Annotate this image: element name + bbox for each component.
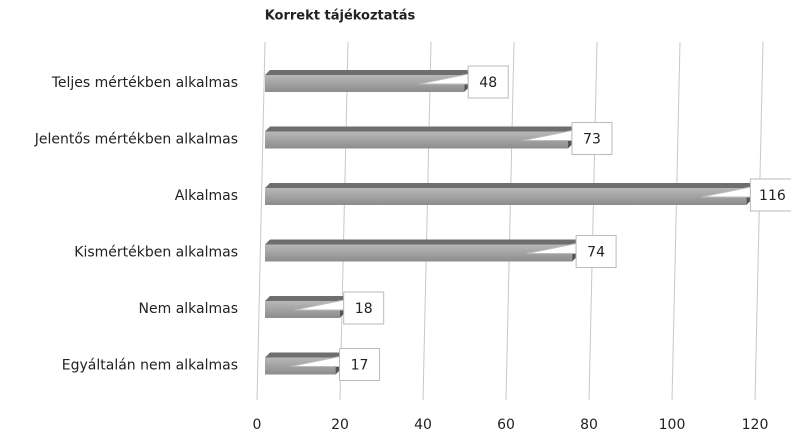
- grid-line: [256, 41, 266, 401]
- chart-title: Korrekt tájékoztatás: [265, 9, 416, 24]
- x-tick-label: 80: [580, 417, 598, 433]
- bar-top: [265, 352, 341, 358]
- bar: [265, 188, 747, 205]
- x-tick-label: 120: [742, 417, 769, 433]
- y-tick-label: Nem alkalmas: [139, 301, 238, 317]
- value-label-box: [339, 348, 381, 381]
- y-tick-label: Jelentős mértékben alkalmas: [34, 132, 238, 148]
- grid-line: [422, 41, 432, 401]
- value-label-box: [571, 122, 613, 155]
- grid-line: [754, 41, 764, 401]
- value-label: 73: [583, 132, 601, 148]
- x-tick-label: 20: [331, 417, 349, 433]
- value-label-box: [467, 65, 509, 99]
- bar: [265, 75, 465, 92]
- y-tick-label: Teljes mértékben alkalmas: [51, 75, 238, 91]
- bar-top: [265, 296, 345, 301]
- grid-line: [588, 41, 598, 401]
- value-label-box: [343, 291, 385, 325]
- value-label-box: [575, 235, 617, 268]
- grid-line: [339, 41, 349, 401]
- bar-top: [265, 183, 752, 188]
- grid-line: [671, 41, 681, 401]
- x-tick-label: 100: [659, 417, 686, 433]
- bar-top: [265, 239, 578, 245]
- value-label: 17: [351, 358, 369, 374]
- value-label: 74: [587, 245, 605, 261]
- bar: [265, 131, 568, 149]
- x-tick-label: 60: [497, 417, 515, 433]
- bar-top: [265, 126, 573, 132]
- y-tick-label: Alkalmas: [175, 188, 238, 204]
- bar-top: [265, 70, 470, 75]
- value-label-box: [749, 178, 791, 212]
- value-label: 48: [479, 75, 497, 91]
- x-tick-label: 40: [414, 417, 432, 433]
- grid-line: [505, 41, 515, 401]
- value-label: 18: [355, 301, 373, 317]
- y-tick-label: Kismértékben alkalmas: [74, 245, 238, 261]
- x-tick-label: 0: [253, 417, 262, 433]
- bar: [265, 244, 573, 262]
- value-label: 116: [759, 188, 786, 204]
- y-tick-label: Egyáltalán nem alkalmas: [62, 358, 238, 374]
